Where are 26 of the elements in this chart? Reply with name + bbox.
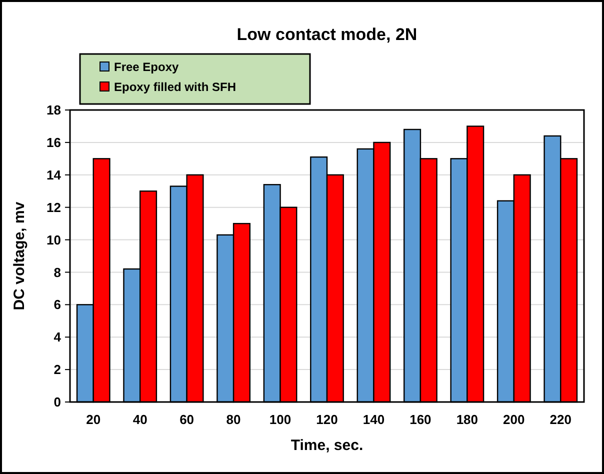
y-tick-label: 6 xyxy=(54,297,61,312)
legend-label: Epoxy filled with SFH xyxy=(114,80,236,94)
x-tick-label: 60 xyxy=(180,412,194,427)
y-tick-label: 14 xyxy=(46,167,62,182)
x-tick-label: 20 xyxy=(86,412,101,427)
y-tick-label: 10 xyxy=(46,232,61,248)
y-tick-label: 4 xyxy=(54,330,62,345)
legend-label: Free Epoxy xyxy=(114,60,180,74)
x-tick-label: 100 xyxy=(269,412,292,427)
x-tick-label: 120 xyxy=(316,412,338,427)
y-tick-label: 2 xyxy=(54,362,61,378)
y-tick-label: 18 xyxy=(46,102,61,118)
y-tick-label: 12 xyxy=(46,200,61,215)
x-tick-label: 220 xyxy=(550,412,572,427)
y-tick-label: 0 xyxy=(54,394,61,410)
y-tick-label: 16 xyxy=(46,134,61,150)
x-tick-label: 80 xyxy=(226,412,241,427)
x-tick-label: 200 xyxy=(503,412,525,427)
chart-title: Low contact mode, 2N xyxy=(236,25,418,44)
x-tick-label: 160 xyxy=(410,412,432,427)
x-tick-label: 40 xyxy=(132,412,148,427)
y-axis-title: DC voltage, mv xyxy=(11,201,28,310)
y-tick-label: 8 xyxy=(54,264,61,280)
x-tick-label: 140 xyxy=(362,412,385,427)
x-axis-title: Time, sec. xyxy=(290,437,364,454)
x-tick-label: 180 xyxy=(456,412,478,427)
